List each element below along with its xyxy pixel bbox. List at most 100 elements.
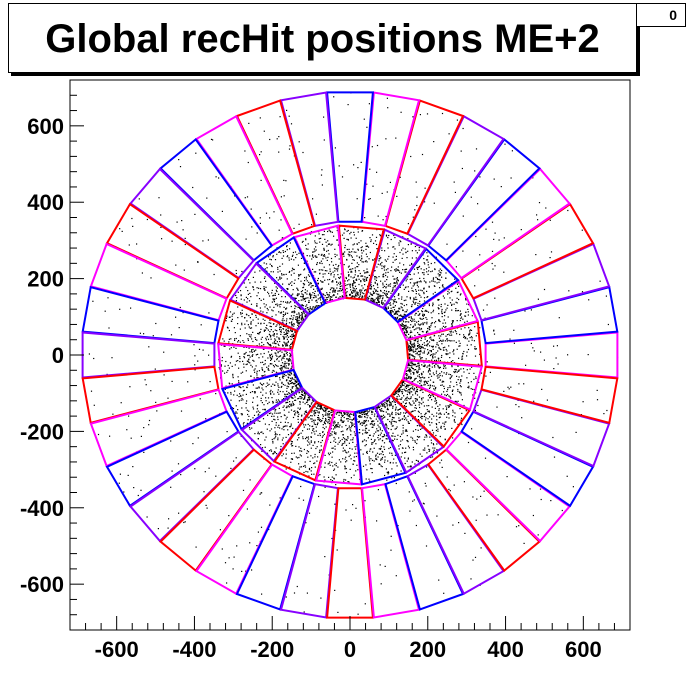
hit-point — [365, 478, 367, 480]
hit-point — [430, 262, 432, 265]
hit-point — [398, 388, 400, 390]
hit-point — [425, 310, 428, 312]
hit-point — [354, 293, 357, 295]
hit-point — [251, 355, 253, 357]
hit-point — [445, 395, 447, 397]
hit-point — [287, 401, 289, 403]
hit-point — [414, 404, 417, 406]
hit-point — [366, 450, 368, 453]
hit-point — [247, 419, 249, 421]
hit-point — [241, 397, 243, 400]
hit-point — [413, 358, 415, 360]
hit-point — [396, 316, 399, 318]
hit-point — [383, 290, 386, 292]
hit-point — [303, 413, 306, 415]
hit-point — [394, 237, 396, 239]
hit-point — [436, 423, 438, 426]
hit-point — [265, 304, 267, 306]
hit-point — [350, 477, 352, 479]
hit-point — [271, 371, 273, 373]
hit-point — [241, 322, 243, 324]
hit-point — [380, 290, 382, 292]
hit-point — [294, 302, 296, 304]
hit-point — [432, 339, 434, 341]
hit-point — [298, 323, 300, 325]
hit-point — [360, 275, 362, 277]
hit-point — [286, 385, 288, 387]
hit-point — [461, 412, 463, 414]
hit-point — [373, 420, 375, 422]
hit-point — [388, 291, 390, 293]
hit-point — [445, 309, 447, 311]
hit-point — [256, 372, 258, 374]
hit-point — [383, 446, 385, 448]
hit-point — [364, 284, 366, 286]
hit-point — [351, 292, 354, 294]
hit-point — [315, 430, 317, 432]
hit-point — [445, 373, 447, 375]
hit-point — [281, 381, 283, 383]
hit-point — [289, 403, 291, 405]
hit-point — [413, 282, 415, 284]
hit-point — [264, 370, 266, 373]
hit-point — [331, 456, 333, 458]
hit-point — [383, 442, 386, 444]
hit-point — [457, 282, 459, 284]
hit-point — [284, 363, 286, 365]
hit-point — [370, 286, 373, 288]
hit-point — [378, 463, 380, 465]
hit-point — [351, 283, 354, 285]
hit-point — [303, 298, 305, 300]
hit-point — [455, 331, 457, 333]
hit-point — [251, 349, 253, 351]
hit-point — [324, 423, 326, 425]
hit-point — [351, 425, 353, 427]
hit-point — [274, 352, 276, 354]
hit-point — [449, 378, 451, 380]
hit-point — [354, 426, 356, 428]
hit-point — [375, 276, 377, 278]
hit-point — [346, 429, 348, 431]
hit-point — [449, 385, 451, 387]
hit-point — [280, 367, 282, 369]
hit-point — [302, 394, 304, 396]
hit-point — [454, 371, 456, 374]
hit-point — [225, 317, 227, 319]
hit-point — [271, 289, 273, 291]
hit-point — [394, 286, 396, 288]
hit-point — [415, 365, 417, 368]
hit-point — [401, 383, 403, 385]
hit-point — [441, 354, 443, 357]
hit-point — [287, 301, 289, 303]
hit-point — [261, 450, 263, 452]
hit-point — [382, 303, 384, 306]
hit-point — [366, 432, 368, 434]
hit-point — [322, 409, 325, 411]
hit-point — [277, 399, 279, 401]
hit-point — [436, 449, 438, 451]
hit-point — [222, 338, 224, 340]
hit-point — [459, 314, 461, 316]
hit-point — [338, 437, 340, 439]
hit-point — [460, 380, 462, 382]
hit-point — [475, 377, 477, 380]
hit-point — [371, 442, 373, 444]
hit-point — [377, 430, 380, 432]
hit-point — [413, 329, 415, 331]
hit-point — [378, 463, 380, 465]
hit-point — [334, 426, 336, 428]
hit-point — [332, 290, 334, 292]
hit-point — [420, 379, 422, 381]
hit-point — [425, 317, 427, 319]
hit-point — [418, 344, 421, 346]
hit-point — [466, 344, 468, 346]
hit-point — [409, 367, 411, 369]
hit-point — [342, 296, 344, 298]
hit-point — [367, 296, 369, 298]
hit-point — [291, 311, 294, 313]
hit-point — [377, 286, 379, 289]
hit-point — [297, 434, 299, 436]
hit-point — [390, 313, 392, 315]
hit-point — [366, 452, 368, 454]
hit-point — [307, 307, 309, 309]
